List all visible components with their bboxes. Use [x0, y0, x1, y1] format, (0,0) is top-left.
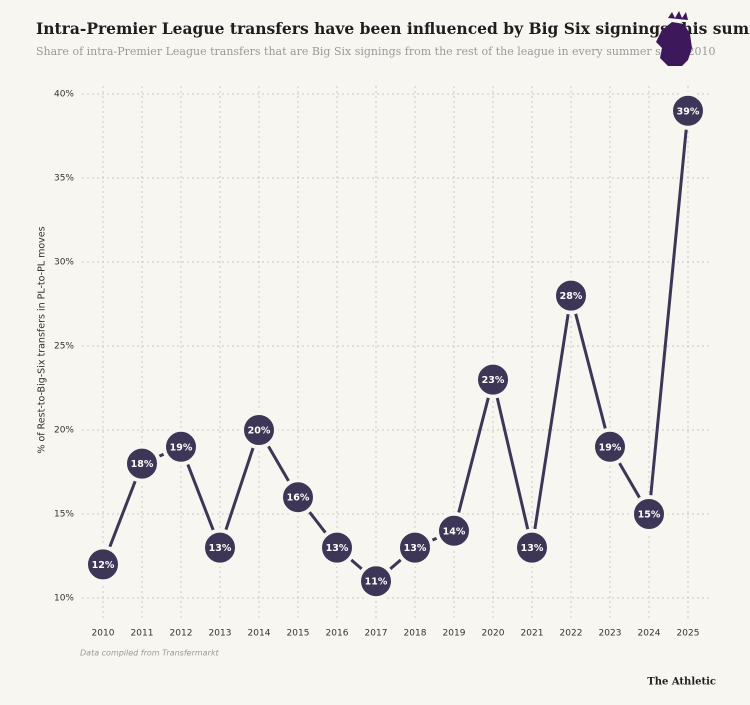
value-label: 13% — [326, 543, 349, 554]
point — [357, 562, 395, 601]
x-tick-label: 2021 — [521, 629, 544, 639]
league-logo — [656, 11, 692, 66]
point — [474, 360, 512, 399]
y-axis-label: % of Rest-to-Big-Six transfers in PL-to-… — [37, 226, 48, 453]
y-tick-label: 25% — [54, 342, 74, 352]
point — [318, 528, 356, 567]
point — [84, 545, 122, 584]
y-tick-label: 40% — [54, 90, 74, 100]
x-tick-label: 2019 — [443, 629, 466, 639]
x-tick-label: 2015 — [287, 629, 310, 639]
point — [162, 427, 200, 466]
chart-subtitle: Share of intra-Premier League transfers … — [36, 45, 716, 58]
line — [101, 110, 690, 583]
source-note: Data compiled from Transfermarkt — [80, 649, 219, 658]
value-label: 13% — [521, 543, 544, 554]
x-tick-label: 2013 — [209, 629, 232, 639]
x-tick-label: 2010 — [92, 629, 115, 639]
y-tick-label: 10% — [54, 594, 74, 604]
x-tick-label: 2022 — [560, 629, 583, 639]
value-label: 19% — [170, 442, 193, 453]
point — [240, 411, 278, 449]
y-tick-label: 15% — [54, 510, 74, 520]
point — [669, 91, 707, 130]
value-label: 23% — [482, 375, 505, 386]
y-tick-label: 20% — [54, 426, 74, 436]
x-tick-label: 2012 — [170, 629, 193, 639]
x-tick-label: 2016 — [326, 629, 349, 639]
y-tick-label: 30% — [54, 258, 74, 268]
point — [435, 511, 473, 550]
value-label: 13% — [209, 543, 232, 554]
value-label: 16% — [287, 493, 310, 504]
value-label: 19% — [599, 442, 622, 453]
chart-title: Intra-Premier League transfers have been… — [36, 19, 750, 38]
x-tick-label: 2023 — [599, 629, 622, 639]
value-label: 28% — [560, 291, 583, 302]
x-tick-label: 2017 — [365, 629, 388, 639]
point — [591, 427, 629, 466]
value-label: 15% — [638, 510, 661, 521]
value-label: 39% — [677, 106, 700, 117]
marks: 12% 18% 19% 13% 20% 16% 13% 11% 13% 14% 23% 13% 28% 1… — [84, 91, 707, 601]
x-tick-label: 2014 — [248, 629, 271, 639]
logo-crown — [668, 11, 688, 20]
x-tick-label: 2020 — [482, 629, 505, 639]
point — [513, 528, 551, 567]
x-tick-label: 2025 — [677, 629, 700, 639]
y-tick-label: 35% — [54, 174, 74, 184]
x-tick-label: 2018 — [404, 629, 427, 639]
publisher: The Athletic — [647, 677, 716, 688]
point — [396, 528, 434, 567]
logo-head — [656, 22, 692, 66]
value-label: 18% — [131, 459, 154, 470]
value-label: 14% — [443, 526, 466, 537]
value-label: 11% — [365, 577, 388, 588]
value-label: 12% — [92, 560, 115, 571]
x-tick-label: 2011 — [131, 629, 154, 639]
point — [279, 478, 317, 517]
value-label: 13% — [404, 543, 427, 554]
point — [123, 444, 161, 483]
grid: 10% 15% 20% 25% 30% 35% 40% 2010 2011 2012 2013 201… — [54, 86, 712, 639]
point — [552, 276, 590, 315]
x-tick-label: 2024 — [638, 629, 661, 639]
value-label: 20% — [248, 426, 271, 437]
point — [630, 495, 668, 533]
point — [201, 528, 239, 567]
